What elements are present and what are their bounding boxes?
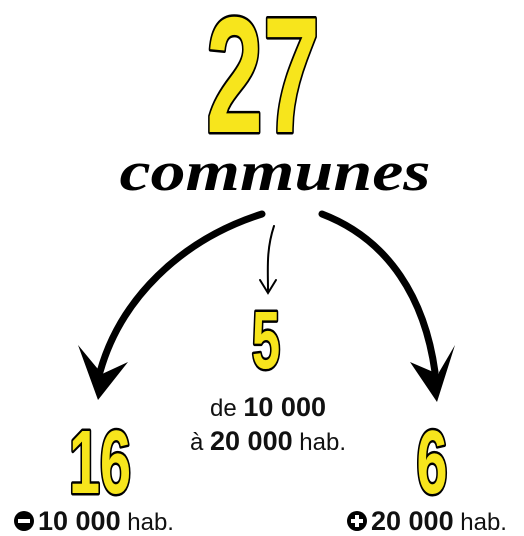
text-part: 10 000 [243,392,326,422]
group-number: 16 [69,411,131,512]
arrowhead-left [78,345,128,400]
group-text: 20 000 hab. [371,506,507,536]
arrow-right [318,210,439,376]
arrowhead-center [259,279,277,295]
group-text: de 10 000 [210,392,326,422]
arrow-left [96,210,266,376]
text-part: 20 000 [210,426,293,456]
group-number: 5 [252,295,280,386]
total-label: communes [119,141,430,203]
text-part: hab. [127,509,174,536]
group-text: 10 000 hab. [38,506,174,536]
text-part: hab. [299,429,346,456]
arrow-center [266,225,275,291]
group-text: à 20 000 hab. [190,426,346,456]
arrowhead-right [410,345,455,402]
text-part: à [190,429,204,456]
plus-sign [355,515,359,527]
arrows [78,210,455,402]
text-part: hab. [460,509,507,536]
text-part: 20 000 [371,506,454,536]
total-number: 27 [206,0,320,168]
group-number: 6 [416,411,447,512]
minus-sign [18,519,30,523]
text-part: de [210,395,237,422]
text-part: 10 000 [38,506,121,536]
